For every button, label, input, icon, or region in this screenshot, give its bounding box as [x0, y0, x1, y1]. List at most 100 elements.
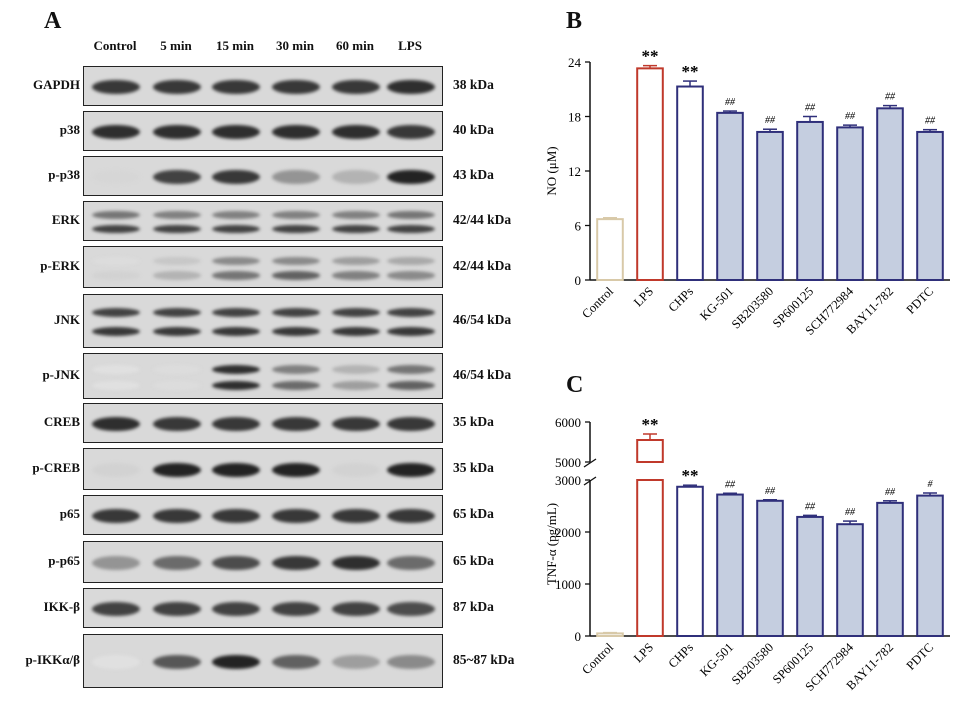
significance-label: ## — [845, 507, 856, 518]
blot-strip — [83, 353, 443, 399]
bar-upper-segment — [636, 439, 664, 463]
y-tick-label: 1000 — [555, 577, 581, 592]
significance-label: ## — [725, 97, 736, 108]
blot-kda-label: 43 kDa — [453, 167, 494, 182]
significance-label: ## — [925, 116, 936, 127]
significance-label: ## — [805, 501, 816, 512]
blot-band — [92, 80, 140, 94]
blot-band — [153, 256, 201, 266]
x-tick-label: CHPs — [666, 284, 697, 315]
blot-band — [272, 170, 320, 184]
significance-label: ## — [765, 486, 776, 497]
bar — [676, 85, 704, 282]
blot-band — [272, 417, 320, 431]
blot-strip — [83, 246, 443, 288]
blot-band — [332, 211, 380, 220]
significance-label: ## — [845, 111, 856, 122]
y-tick-label: 0 — [575, 273, 582, 288]
blot-band — [212, 364, 260, 374]
blot-band — [387, 417, 435, 431]
y-tick-label: 5000 — [555, 455, 581, 470]
blot-band — [272, 509, 320, 523]
y-tick-label: 3000 — [555, 473, 581, 488]
blot-band — [212, 211, 260, 220]
blot-band — [332, 225, 380, 234]
panel-b-letter: B — [566, 8, 583, 34]
blot-band — [92, 211, 140, 220]
blot-band — [153, 364, 201, 374]
blot-row-label: p38 — [59, 122, 80, 137]
blot-band — [212, 256, 260, 266]
blot-band — [272, 308, 320, 318]
blot-band — [387, 225, 435, 234]
x-tick-label: LPS — [631, 640, 656, 665]
bar — [876, 107, 904, 281]
blot-band — [272, 125, 320, 139]
blot-kda-label: 65 kDa — [453, 506, 494, 521]
x-tick-label: Control — [579, 284, 616, 321]
x-tick-label: KG-501 — [697, 284, 736, 323]
blot-band — [92, 602, 140, 616]
blot-band — [387, 80, 435, 94]
blot-strip — [83, 156, 443, 196]
blot-band — [153, 225, 201, 234]
blot-band — [332, 364, 380, 374]
x-tick-label: SB203580 — [729, 640, 776, 687]
blot-strip — [83, 634, 443, 688]
y-axis-label: NO (μM) — [544, 146, 559, 195]
blot-band — [212, 655, 260, 669]
blot-band — [272, 602, 320, 616]
blot-band — [387, 211, 435, 220]
bar — [716, 493, 744, 637]
y-tick-label: 2000 — [555, 525, 581, 540]
axis-break-mark — [583, 458, 597, 468]
blot-band — [387, 655, 435, 669]
panel-c-tnf-chart: 5000 6000 0 1000 2000 3000 TNF-α (pg/mL) Contro… — [544, 415, 950, 694]
blot-band — [153, 170, 201, 184]
blot-band — [387, 509, 435, 523]
blot-band — [272, 463, 320, 477]
blot-band — [92, 380, 140, 390]
blot-row-label: JNK — [54, 312, 80, 327]
blot-band — [387, 556, 435, 570]
y-tick-label: 6000 — [555, 415, 581, 430]
blot-band — [153, 380, 201, 390]
y-tick-label: 24 — [568, 55, 582, 70]
blot-band — [212, 380, 260, 390]
blot-band — [272, 271, 320, 280]
blot-band — [387, 125, 435, 139]
blot-band — [332, 256, 380, 266]
significance-label: ** — [682, 466, 699, 485]
significance-label: ## — [805, 103, 816, 114]
blot-kda-label: 85~87 kDa — [453, 652, 515, 667]
panel-c-letter: C — [566, 372, 584, 398]
blot-band — [332, 271, 380, 280]
axis-break-mark — [583, 476, 597, 486]
significance-label: ## — [725, 479, 736, 490]
bar — [636, 479, 664, 637]
blot-band — [332, 655, 380, 669]
blot-band — [387, 271, 435, 280]
blot-band — [332, 170, 380, 184]
blot-strip — [83, 403, 443, 443]
blot-band — [272, 364, 320, 374]
x-tick-label: SB203580 — [729, 284, 776, 331]
blot-band — [387, 170, 435, 184]
blot-band — [153, 417, 201, 431]
blot-row-label: CREB — [43, 414, 80, 429]
bar — [676, 485, 704, 638]
bar — [716, 111, 744, 281]
bar — [756, 130, 784, 281]
blot-band — [387, 602, 435, 616]
lane-header: LPS — [398, 38, 422, 53]
significance-label: ## — [765, 115, 776, 126]
blot-band — [212, 509, 260, 523]
blot-band — [272, 225, 320, 234]
lane-header: 30 min — [276, 38, 314, 53]
blot-band — [332, 125, 380, 139]
blot-band — [92, 308, 140, 318]
blot-row-label: p-JNK — [42, 367, 80, 382]
blot-band — [272, 256, 320, 266]
blot-band — [212, 556, 260, 570]
y-tick-label: 0 — [575, 629, 582, 644]
